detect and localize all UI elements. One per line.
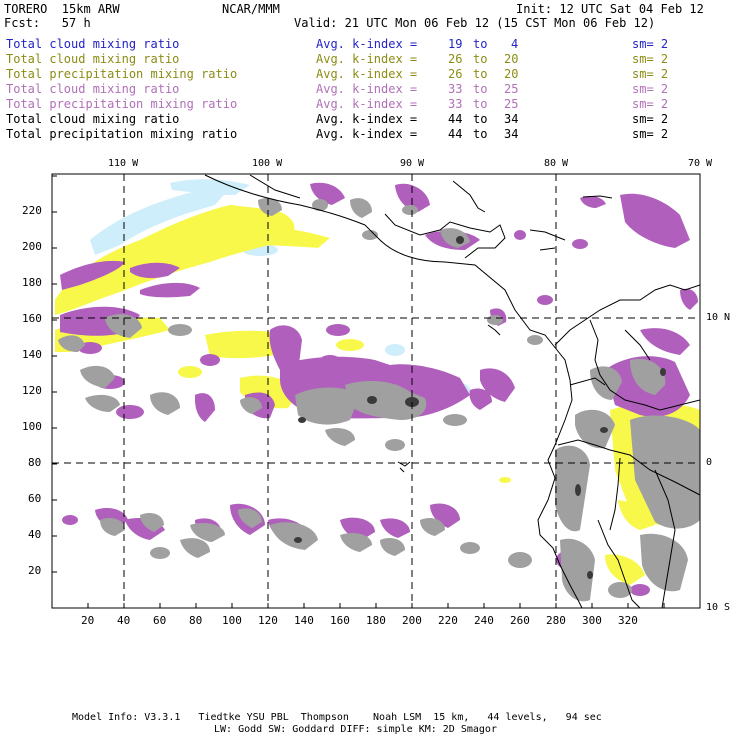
legend-field: Total cloud mixing ratio	[6, 37, 180, 51]
y-tick: 60	[28, 492, 42, 505]
lon-label: 90 W	[400, 158, 425, 169]
x-tick: 220	[438, 614, 458, 627]
legend-to: to	[473, 112, 488, 126]
legend-k-label: Avg. k-index =	[316, 52, 418, 66]
lon-label: 80 W	[544, 158, 569, 169]
legend-k-to: 34	[504, 127, 519, 141]
center-name: NCAR/MMM	[222, 2, 280, 16]
legend-sm: sm= 2	[632, 97, 669, 111]
legend-row: Total cloud mixing ratio Avg. k-index = …	[6, 52, 668, 66]
legend-row: Total precipitation mixing ratio Avg. k-…	[6, 97, 668, 111]
legend-row: Total cloud mixing ratio Avg. k-index = …	[6, 37, 668, 51]
x-tick: 180	[366, 614, 386, 627]
legend-k-label: Avg. k-index =	[316, 97, 418, 111]
y-tick: 140	[22, 348, 42, 361]
y-tick: 160	[22, 312, 42, 325]
legend-k-to: 4	[511, 37, 519, 51]
legend-k-to: 20	[504, 67, 519, 81]
y-tick: 20	[28, 564, 42, 577]
x-tick: 20	[81, 614, 95, 627]
legend-row: Total cloud mixing ratio Avg. k-index = …	[6, 82, 668, 96]
x-tick: 320	[618, 614, 638, 627]
legend-to: to	[473, 37, 488, 51]
x-tick: 40	[117, 614, 131, 627]
legend-k-to: 25	[504, 82, 519, 96]
legend-k-from: 26	[448, 67, 463, 81]
x-tick: 240	[474, 614, 494, 627]
legend-row: Total precipitation mixing ratio Avg. k-…	[6, 67, 668, 81]
y-tick: 120	[22, 384, 42, 397]
x-tick: 280	[546, 614, 566, 627]
lat-label: 10 N	[706, 312, 731, 323]
legend-k-label: Avg. k-index =	[316, 112, 418, 126]
frame-ticks	[52, 175, 665, 608]
legend-sm: sm= 2	[632, 82, 669, 96]
x-tick: 160	[330, 614, 350, 627]
legend-row: Total precipitation mixing ratio Avg. k-…	[6, 127, 668, 141]
lat-label: 0	[706, 457, 713, 468]
x-tick: 260	[510, 614, 530, 627]
legend-k-to: 34	[504, 112, 519, 126]
legend-k-label: Avg. k-index =	[316, 67, 418, 81]
lon-label: 70 W	[688, 158, 713, 169]
init-time: Init: 12 UTC Sat 04 Feb 12	[516, 2, 704, 16]
valid-time: Valid: 21 UTC Mon 06 Feb 12 (15 CST Mon …	[294, 16, 656, 30]
y-tick: 180	[22, 276, 42, 289]
physics-info: LW: Godd SW: Goddard DIFF: simple KM: 2D…	[214, 724, 497, 735]
x-tick: 300	[582, 614, 602, 627]
legend-field: Total cloud mixing ratio	[6, 112, 180, 126]
cloud-layer-light-blue	[90, 179, 470, 398]
model-info: Model Info: V3.3.1 Tiedtke YSU PBL Thomp…	[72, 712, 602, 723]
legend-to: to	[473, 67, 488, 81]
x-tick: 60	[153, 614, 167, 627]
legend-k-label: Avg. k-index =	[316, 37, 418, 51]
legend-field: Total cloud mixing ratio	[6, 82, 180, 96]
legend-to: to	[473, 82, 488, 96]
legend-sm: sm= 2	[632, 52, 669, 66]
y-tick: 200	[22, 240, 42, 253]
x-tick: 80	[189, 614, 203, 627]
x-tick: 200	[402, 614, 422, 627]
legend-sm: sm= 2	[632, 112, 669, 126]
lon-label: 110 W	[108, 158, 139, 169]
model-title: TORERO 15km ARW	[4, 2, 120, 16]
legend-field: Total cloud mixing ratio	[6, 52, 180, 66]
legend-field: Total precipitation mixing ratio	[6, 67, 238, 81]
y-tick: 80	[28, 456, 42, 469]
legend-sm: sm= 2	[632, 127, 669, 141]
legend-to: to	[473, 127, 488, 141]
legend-k-from: 33	[448, 97, 463, 111]
legend-field: Total precipitation mixing ratio	[6, 127, 238, 141]
lon-label: 100 W	[252, 158, 283, 169]
legend-row: Total cloud mixing ratio Avg. k-index = …	[6, 112, 668, 126]
y-tick: 40	[28, 528, 42, 541]
legend-to: to	[473, 97, 488, 111]
legend-field: Total precipitation mixing ratio	[6, 97, 238, 111]
legend-to: to	[473, 52, 488, 66]
legend-k-to: 20	[504, 52, 519, 66]
lat-label: 10 S	[706, 602, 731, 613]
x-tick: 100	[222, 614, 242, 627]
forecast-hour: Fcst: 57 h	[4, 16, 91, 30]
legend-k-from: 19	[448, 37, 463, 51]
y-tick: 220	[22, 204, 42, 217]
x-tick: 120	[258, 614, 278, 627]
coastlines	[204, 174, 700, 608]
legend-sm: sm= 2	[632, 67, 669, 81]
y-tick: 100	[22, 420, 42, 433]
legend-k-label: Avg. k-index =	[316, 82, 418, 96]
legend-sm: sm= 2	[632, 37, 669, 51]
x-tick: 140	[294, 614, 314, 627]
legend-k-from: 44	[448, 127, 463, 141]
legend-k-to: 25	[504, 97, 519, 111]
legend-k-from: 26	[448, 52, 463, 66]
legend-k-from: 44	[448, 112, 463, 126]
legend-k-label: Avg. k-index =	[316, 127, 418, 141]
latlon-grid	[52, 174, 700, 608]
legend-k-from: 33	[448, 82, 463, 96]
